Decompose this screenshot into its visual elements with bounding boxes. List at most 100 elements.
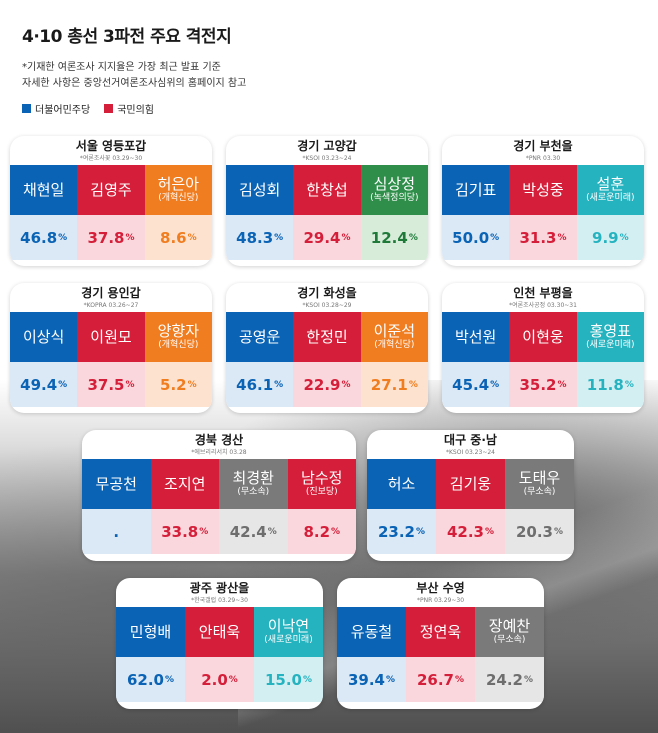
candidate-value-row: 50.0% 31.3% 9.9% — [442, 215, 644, 260]
candidate-name-cell: 김기표 — [442, 165, 510, 215]
district-card: 서울 영등포갑 *여론조사꽃 03.29~30 채현일 김영주 허은아 (개혁신당) 46.… — [10, 136, 212, 266]
district-header: 경북 경산 *에브리리서치 03.28 — [82, 430, 356, 459]
candidate-support-cell: 11.8% — [576, 362, 644, 407]
legend: 더불어민주당 국민의힘 — [22, 101, 154, 116]
candidate-name: 공영운 — [238, 327, 281, 346]
candidate-name-cell: 한정민 — [293, 312, 361, 362]
candidate-name: 이현웅 — [522, 327, 564, 346]
candidate-name: 설훈 — [596, 175, 625, 193]
page-title: 4·10 총선 3파전 주요 격전지 — [22, 27, 232, 47]
district-name: 부산 수영 — [416, 581, 465, 595]
candidate-party: (새로운미래) — [586, 340, 635, 350]
district-card: 인천 부평을 *여론조사공정 03.30~31 박선원 이현웅 홍영표 (새로운미래) 45… — [442, 283, 644, 413]
support-value: 22.9 — [303, 375, 341, 394]
candidate-party: (무소속) — [493, 635, 526, 645]
legend-item-ppp: 국민의힘 — [104, 101, 154, 116]
candidate-support-cell: 2.0% — [185, 657, 254, 702]
support-value: 24.2 — [485, 670, 523, 689]
percent-unit: % — [125, 232, 135, 243]
poll-source: *KSOI 03.23~24 — [446, 449, 495, 456]
candidate-name: 이낙연 — [267, 617, 310, 635]
support-value: 11.8 — [586, 375, 624, 394]
candidate-support-cell: 24.2% — [475, 657, 544, 702]
support-value: 8.2 — [303, 522, 331, 541]
candidate-name-cell: 홍영표 (새로운미래) — [576, 312, 644, 362]
candidate-name-cell: 박성중 — [509, 165, 577, 215]
candidate-name-cell: 김성회 — [226, 165, 294, 215]
candidate-party: (개혁신당) — [374, 340, 415, 350]
percent-unit: % — [341, 232, 351, 243]
support-value: 45.4 — [452, 375, 490, 394]
candidate-name-row: 박선원 이현웅 홍영표 (새로운미래) — [442, 312, 644, 362]
percent-unit: % — [228, 674, 238, 685]
candidate-support-cell: 20.3% — [505, 509, 574, 554]
candidate-name: 허소 — [387, 474, 416, 493]
candidate-name: 채현일 — [22, 180, 65, 199]
percent-unit: % — [187, 232, 197, 243]
support-value: 46.1 — [236, 375, 274, 394]
percent-unit: % — [408, 232, 418, 243]
support-value: 50.0 — [452, 228, 490, 247]
candidate-support-cell: 46.8% — [10, 215, 78, 260]
support-value: 15.0 — [264, 670, 302, 689]
support-value: 9.9 — [592, 228, 619, 247]
district-header: 광주 광산을 *한국갤럽 03.29~30 — [116, 578, 323, 607]
candidate-party: (새로운미래) — [264, 635, 313, 645]
candidate-support-cell: 5.2% — [144, 362, 212, 407]
candidate-value-row: . 33.8% 42.4% 8.2% — [82, 509, 356, 554]
candidate-support-cell: 27.1% — [360, 362, 428, 407]
candidate-name: 한창섭 — [306, 180, 348, 199]
percent-unit: % — [408, 379, 418, 390]
candidate-support-cell: 12.4% — [360, 215, 428, 260]
candidate-support-cell: 29.4% — [293, 215, 361, 260]
percent-unit: % — [58, 232, 68, 243]
candidate-name-row: 유동철 정연욱 장예찬 (무소속) — [337, 607, 544, 657]
candidate-name-row: 공영운 한정민 이준석 (개혁신당) — [226, 312, 428, 362]
candidate-support-cell: 42.4% — [219, 509, 288, 554]
candidate-support-cell: 45.4% — [442, 362, 510, 407]
candidate-value-row: 46.8% 37.8% 8.6% — [10, 215, 212, 260]
candidate-party: (무소속) — [237, 487, 270, 497]
candidate-name-cell: 설훈 (새로운미래) — [576, 165, 644, 215]
candidate-value-row: 49.4% 37.5% 5.2% — [10, 362, 212, 407]
district-card: 경기 용인갑 *KOPRA 03.26~27 이상식 이원모 양향자 (개혁신당) 49.4… — [10, 283, 212, 413]
legend-item-dem: 더불어민주당 — [22, 101, 90, 116]
legend-label: 국민의힘 — [117, 105, 155, 116]
candidate-name-cell: 박선원 — [442, 312, 510, 362]
percent-unit: % — [125, 379, 135, 390]
candidate-party: (개혁신당) — [158, 193, 199, 203]
percent-unit: % — [523, 674, 534, 685]
support-value: 48.3 — [236, 228, 274, 247]
support-value: 42.3 — [446, 522, 484, 541]
district-header: 인천 부평을 *여론조사공정 03.30~31 — [442, 283, 644, 312]
candidate-support-cell: 31.3% — [509, 215, 577, 260]
candidate-name: 안태욱 — [198, 622, 241, 641]
district-header: 경기 부천을 *PNR 03.30 — [442, 136, 644, 165]
district-header: 경기 화성을 *KSOI 03.28~29 — [226, 283, 428, 312]
candidate-name: 심상정 — [373, 175, 416, 193]
percent-unit: % — [557, 379, 567, 390]
percent-unit: % — [267, 526, 277, 537]
district-card: 경기 고양갑 *KSOI 03.23~24 김성회 한창섭 심상정 (녹색정의당) 48.3… — [226, 136, 428, 266]
candidate-name-row: 무공천 조지연 최경환 (무소속) 남수정 (진보당) — [82, 459, 356, 509]
poll-source: *PNR 03.29~30 — [416, 597, 465, 604]
candidate-name: 장예찬 — [488, 617, 531, 635]
candidate-support-cell: 9.9% — [576, 215, 644, 260]
support-value: 31.3 — [519, 228, 557, 247]
candidate-name-row: 허소 김기웅 도태우 (무소속) — [367, 459, 574, 509]
candidate-name: 이원모 — [90, 327, 132, 346]
candidate-support-cell: 15.0% — [254, 657, 323, 702]
candidate-name: 유동철 — [350, 622, 393, 641]
district-card: 경기 화성을 *KSOI 03.28~29 공영운 한정민 이준석 (개혁신당) 46.1%… — [226, 283, 428, 413]
district-header: 대구 중·남 *KSOI 03.23~24 — [367, 430, 574, 459]
percent-unit: % — [164, 674, 175, 685]
percent-unit: % — [58, 379, 68, 390]
candidate-support-cell: 26.7% — [406, 657, 475, 702]
candidate-name-cell: 김영주 — [77, 165, 145, 215]
percent-unit: % — [415, 526, 426, 537]
candidate-name-cell: 민형배 — [116, 607, 185, 657]
poll-source: *에브리리서치 03.28 — [191, 449, 247, 456]
candidate-name: 김기표 — [454, 180, 497, 199]
support-value: 12.4 — [370, 228, 408, 247]
percent-unit: % — [274, 379, 284, 390]
